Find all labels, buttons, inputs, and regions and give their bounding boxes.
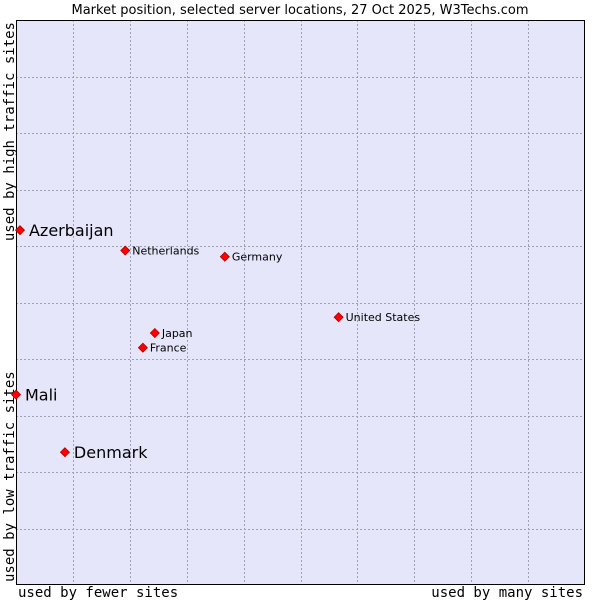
chart-title: Market position, selected server locatio… xyxy=(71,3,528,18)
y-axis-label-top: used by high traffic sites xyxy=(2,22,18,241)
x-axis-label-right: used by many sites xyxy=(431,585,583,600)
x-axis-label-left: used by fewer sites xyxy=(18,585,178,600)
point-label-france: France xyxy=(150,342,187,355)
gridlines xyxy=(16,20,585,585)
point-label-united-states: United States xyxy=(346,311,421,324)
point-marker-azerbaijan xyxy=(14,225,26,236)
point-label-azerbaijan: Azerbaijan xyxy=(29,221,114,240)
data-points: Azerbaijan Netherlands Germany United State… xyxy=(10,221,421,462)
point-label-germany: Germany xyxy=(232,251,283,264)
point-label-japan: Japan xyxy=(161,327,193,340)
point-label-netherlands: Netherlands xyxy=(132,245,199,258)
point-marker-denmark xyxy=(59,447,70,458)
point-marker-japan xyxy=(149,327,160,339)
plot-area xyxy=(16,20,585,585)
point-marker-france xyxy=(137,342,148,353)
point-label-denmark: Denmark xyxy=(74,443,148,462)
y-axis-label-bottom: used by low traffic sites xyxy=(2,371,18,582)
point-marker-united-states xyxy=(333,312,344,323)
point-label-mali: Mali xyxy=(25,386,58,405)
point-marker-germany xyxy=(219,251,230,262)
point-marker-mali xyxy=(10,389,22,400)
point-marker-netherlands xyxy=(120,245,131,256)
plot-border xyxy=(16,20,585,585)
